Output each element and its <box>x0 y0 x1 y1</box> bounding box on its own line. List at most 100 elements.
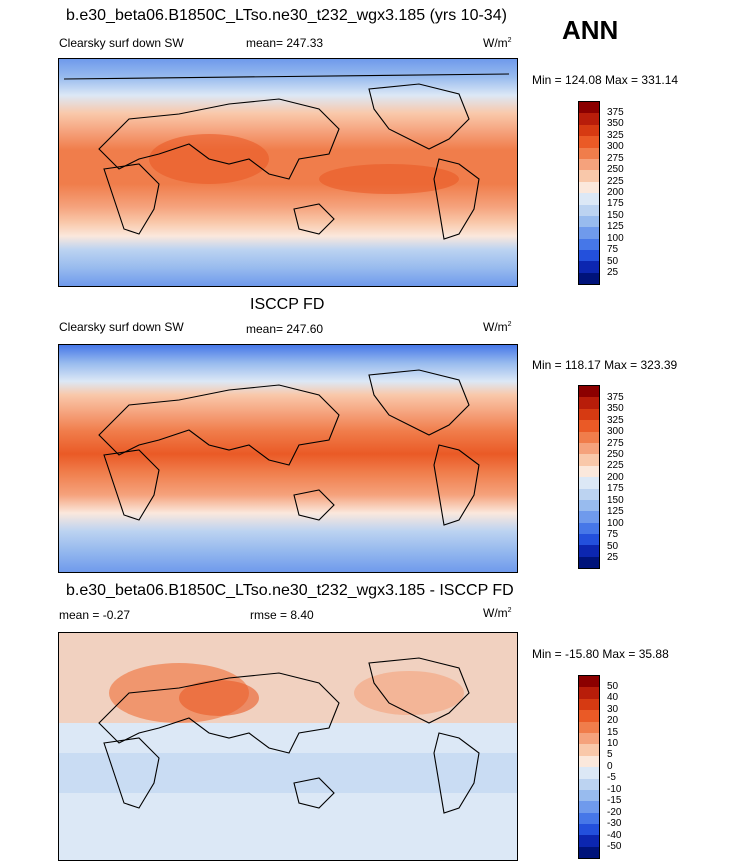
colorbar-swatch <box>579 204 599 216</box>
colorbar-swatch <box>579 721 599 733</box>
panel-1-minmax: Min = 124.08 Max = 331.14 <box>532 73 679 87</box>
colorbar-swatch <box>579 102 599 114</box>
colorbar-swatch <box>579 465 599 478</box>
panel-2-minmax: Min = 118.17 Max = 323.39 <box>532 358 678 372</box>
colorbar-label: 375 <box>607 392 624 403</box>
panel-1-units: W/m2 <box>483 36 512 50</box>
colorbar-label: -50 <box>607 841 622 852</box>
colorbar-label: 125 <box>607 221 624 232</box>
colorbar-label: 350 <box>607 403 624 414</box>
colorbar-swatch <box>579 676 599 688</box>
panel-3-map <box>58 632 518 861</box>
colorbar-swatch <box>579 545 599 557</box>
panel-3-mean: mean = -0.27 <box>59 608 131 622</box>
colorbar-swatch <box>579 710 599 722</box>
colorbar-swatch <box>579 158 599 171</box>
panel-2-title: ISCCP FD <box>250 296 325 313</box>
colorbar-label: 125 <box>607 506 624 517</box>
panel-1-colorbar <box>578 101 600 286</box>
colorbar-swatch <box>579 250 599 262</box>
panel-3-colorbar <box>578 675 600 860</box>
colorbar-label: 175 <box>607 198 624 209</box>
colorbar-swatch <box>579 124 599 137</box>
colorbar-label: 275 <box>607 438 624 449</box>
colorbar-swatch <box>579 113 599 125</box>
panel-2-colorbar <box>578 385 600 570</box>
colorbar-swatch <box>579 215 599 228</box>
panel-3-title: b.e30_beta06.B1850C_LTso.ne30_t232_wgx3.… <box>66 582 514 599</box>
panel-3-minmax: Min = -15.80 Max = 35.88 <box>532 647 669 661</box>
colorbar-label: -20 <box>607 807 622 818</box>
colorbar-label: 250 <box>607 164 624 175</box>
panel-2-units: W/m2 <box>483 320 512 334</box>
colorbar-label: -15 <box>607 795 622 806</box>
colorbar-label: 5 <box>607 749 613 760</box>
colorbar-label: 10 <box>607 738 619 749</box>
panel-3-units: W/m2 <box>483 606 512 620</box>
colorbar-swatch <box>579 477 599 489</box>
colorbar-label: 275 <box>607 153 624 164</box>
colorbar-swatch <box>579 499 599 512</box>
colorbar-label: 15 <box>607 727 619 738</box>
colorbar-swatch <box>579 272 599 285</box>
colorbar-label: 0 <box>607 761 613 772</box>
colorbar-label: 75 <box>607 244 619 255</box>
colorbar-swatch <box>579 136 599 148</box>
colorbar-swatch <box>579 824 599 836</box>
colorbar-label: 325 <box>607 130 624 141</box>
colorbar-label: 200 <box>607 187 624 198</box>
colorbar-swatch <box>579 556 599 569</box>
colorbar-swatch <box>579 181 599 194</box>
colorbar-swatch <box>579 778 599 790</box>
colorbar-swatch <box>579 534 599 546</box>
colorbar-swatch <box>579 511 599 523</box>
colorbar-label: 150 <box>607 495 624 506</box>
colorbar-swatch <box>579 744 599 756</box>
colorbar-label: 20 <box>607 715 619 726</box>
colorbar-swatch <box>579 420 599 432</box>
colorbar-swatch <box>579 835 599 847</box>
panel-1-title: b.e30_beta06.B1850C_LTso.ne30_t232_wgx3.… <box>66 7 507 24</box>
colorbar-label: 25 <box>607 267 619 278</box>
colorbar-label: -30 <box>607 818 622 829</box>
colorbar-label: 300 <box>607 141 624 152</box>
colorbar-swatch <box>579 238 599 251</box>
colorbar-label: 225 <box>607 460 624 471</box>
colorbar-swatch <box>579 454 599 466</box>
colorbar-label: -10 <box>607 784 622 795</box>
colorbar-swatch <box>579 522 599 535</box>
colorbar-swatch <box>579 801 599 813</box>
colorbar-label: 375 <box>607 107 624 118</box>
map-field-1 <box>59 59 517 286</box>
colorbar-swatch <box>579 767 599 779</box>
colorbar-label: 250 <box>607 449 624 460</box>
colorbar-swatch <box>579 386 599 398</box>
colorbar-label: 100 <box>607 233 624 244</box>
colorbar-swatch <box>579 397 599 409</box>
colorbar-swatch <box>579 812 599 825</box>
colorbar-swatch <box>579 442 599 455</box>
panel-3-rmse: rmse = 8.40 <box>250 608 314 622</box>
colorbar-label: 350 <box>607 118 624 129</box>
colorbar-label: 225 <box>607 176 624 187</box>
colorbar-swatch <box>579 732 599 745</box>
colorbar-label: 25 <box>607 552 619 563</box>
colorbar-label: 175 <box>607 483 624 494</box>
colorbar-label: 40 <box>607 692 619 703</box>
colorbar-label: 325 <box>607 415 624 426</box>
season-label: ANN <box>562 15 619 45</box>
colorbar-label: 30 <box>607 704 619 715</box>
colorbar-label: -5 <box>607 772 616 783</box>
colorbar-swatch <box>579 261 599 273</box>
colorbar-swatch <box>579 488 599 500</box>
colorbar-label: 75 <box>607 529 619 540</box>
map-field-3 <box>59 633 517 860</box>
panel-2-variable: Clearsky surf down SW <box>59 320 184 334</box>
panel-1-mean: mean= 247.33 <box>246 36 324 50</box>
colorbar-label: 50 <box>607 541 619 552</box>
colorbar-swatch <box>579 755 599 768</box>
colorbar-swatch <box>579 147 599 159</box>
colorbar-swatch <box>579 846 599 859</box>
colorbar-label: 300 <box>607 426 624 437</box>
colorbar-swatch <box>579 789 599 802</box>
